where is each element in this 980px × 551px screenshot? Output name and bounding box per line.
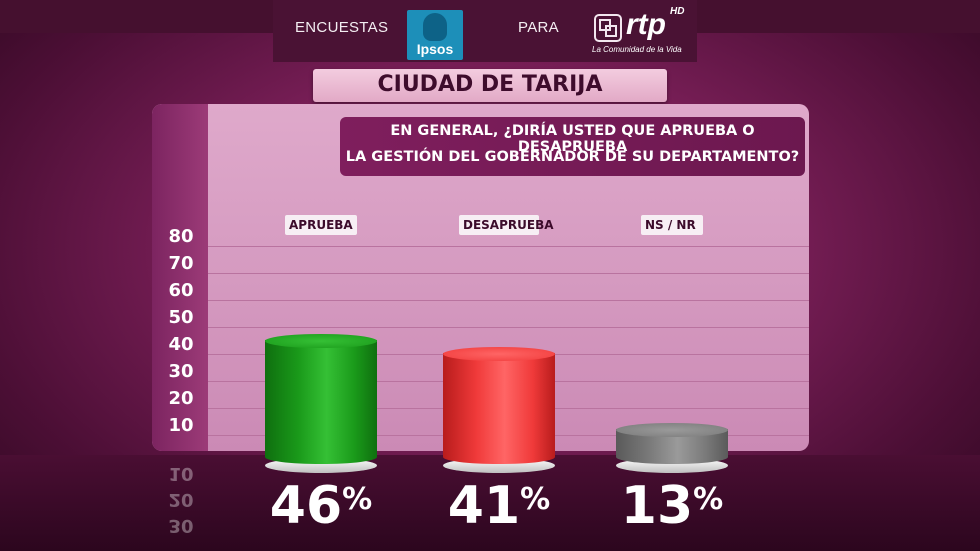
- question-line-1: EN GENERAL, ¿DIRÍA USTED QUE APRUEBA O D…: [390, 123, 755, 155]
- category-label: APRUEBA: [285, 215, 357, 235]
- question-box: EN GENERAL, ¿DIRÍA USTED QUE APRUEBA O D…: [340, 117, 805, 176]
- city-banner: CIUDAD DE TARIJA: [313, 69, 667, 102]
- percent-sign: %: [693, 482, 724, 517]
- rtp-tagline: La Comunidad de la Vida: [592, 45, 682, 54]
- ipsos-head-icon: [423, 13, 447, 41]
- para-label: PARA: [518, 19, 559, 36]
- chart-axis-strip: [152, 104, 208, 451]
- value-number: 46: [269, 476, 343, 536]
- value-label: 41%: [429, 476, 569, 536]
- value-number: 41: [447, 476, 521, 536]
- ipsos-logo-text: Ipsos: [416, 41, 454, 57]
- encuestas-label: ENCUESTAS: [295, 19, 389, 36]
- question-line-2: LA GESTIÓN DEL GOBERNADOR DE SU DEPARTAM…: [345, 149, 800, 165]
- y-tick-label: 60: [168, 280, 194, 301]
- bar: [443, 353, 555, 464]
- category-label: NS / NR: [641, 215, 703, 235]
- gridline-70: [208, 273, 809, 274]
- y-tick-label: 40: [168, 334, 194, 355]
- city-title: CIUDAD DE TARIJA: [377, 72, 603, 97]
- ipsos-logo: Ipsos: [407, 10, 463, 60]
- gridline-50: [208, 327, 809, 328]
- rtp-logo-text: rtp: [626, 8, 666, 41]
- y-tick-reflection: 10: [168, 463, 194, 484]
- percent-sign: %: [342, 482, 373, 517]
- gridline-60: [208, 300, 809, 301]
- y-tick-label: 80: [168, 226, 194, 247]
- y-tick-label: 30: [168, 361, 194, 382]
- gridline-80: [208, 246, 809, 247]
- category-label: DESAPRUEBA: [459, 215, 554, 235]
- y-tick-label: 10: [168, 415, 194, 436]
- y-tick-reflection: 30: [168, 515, 194, 536]
- value-number: 13: [620, 476, 694, 536]
- rtp-logo-icon: [594, 14, 622, 42]
- y-tick-label: 50: [168, 307, 194, 328]
- bar-top-cap: [443, 347, 555, 362]
- bar: [265, 339, 377, 464]
- value-label: 13%: [602, 476, 742, 536]
- rtp-hd-label: HD: [670, 6, 685, 17]
- bar-top-cap: [616, 422, 728, 437]
- y-tick-label: 70: [168, 253, 194, 274]
- bar-top-cap: [265, 333, 377, 348]
- y-tick-label: 20: [168, 388, 194, 409]
- value-label: 46%: [251, 476, 391, 536]
- y-tick-reflection: 20: [168, 489, 194, 510]
- logo-bar: [273, 0, 697, 62]
- percent-sign: %: [520, 482, 551, 517]
